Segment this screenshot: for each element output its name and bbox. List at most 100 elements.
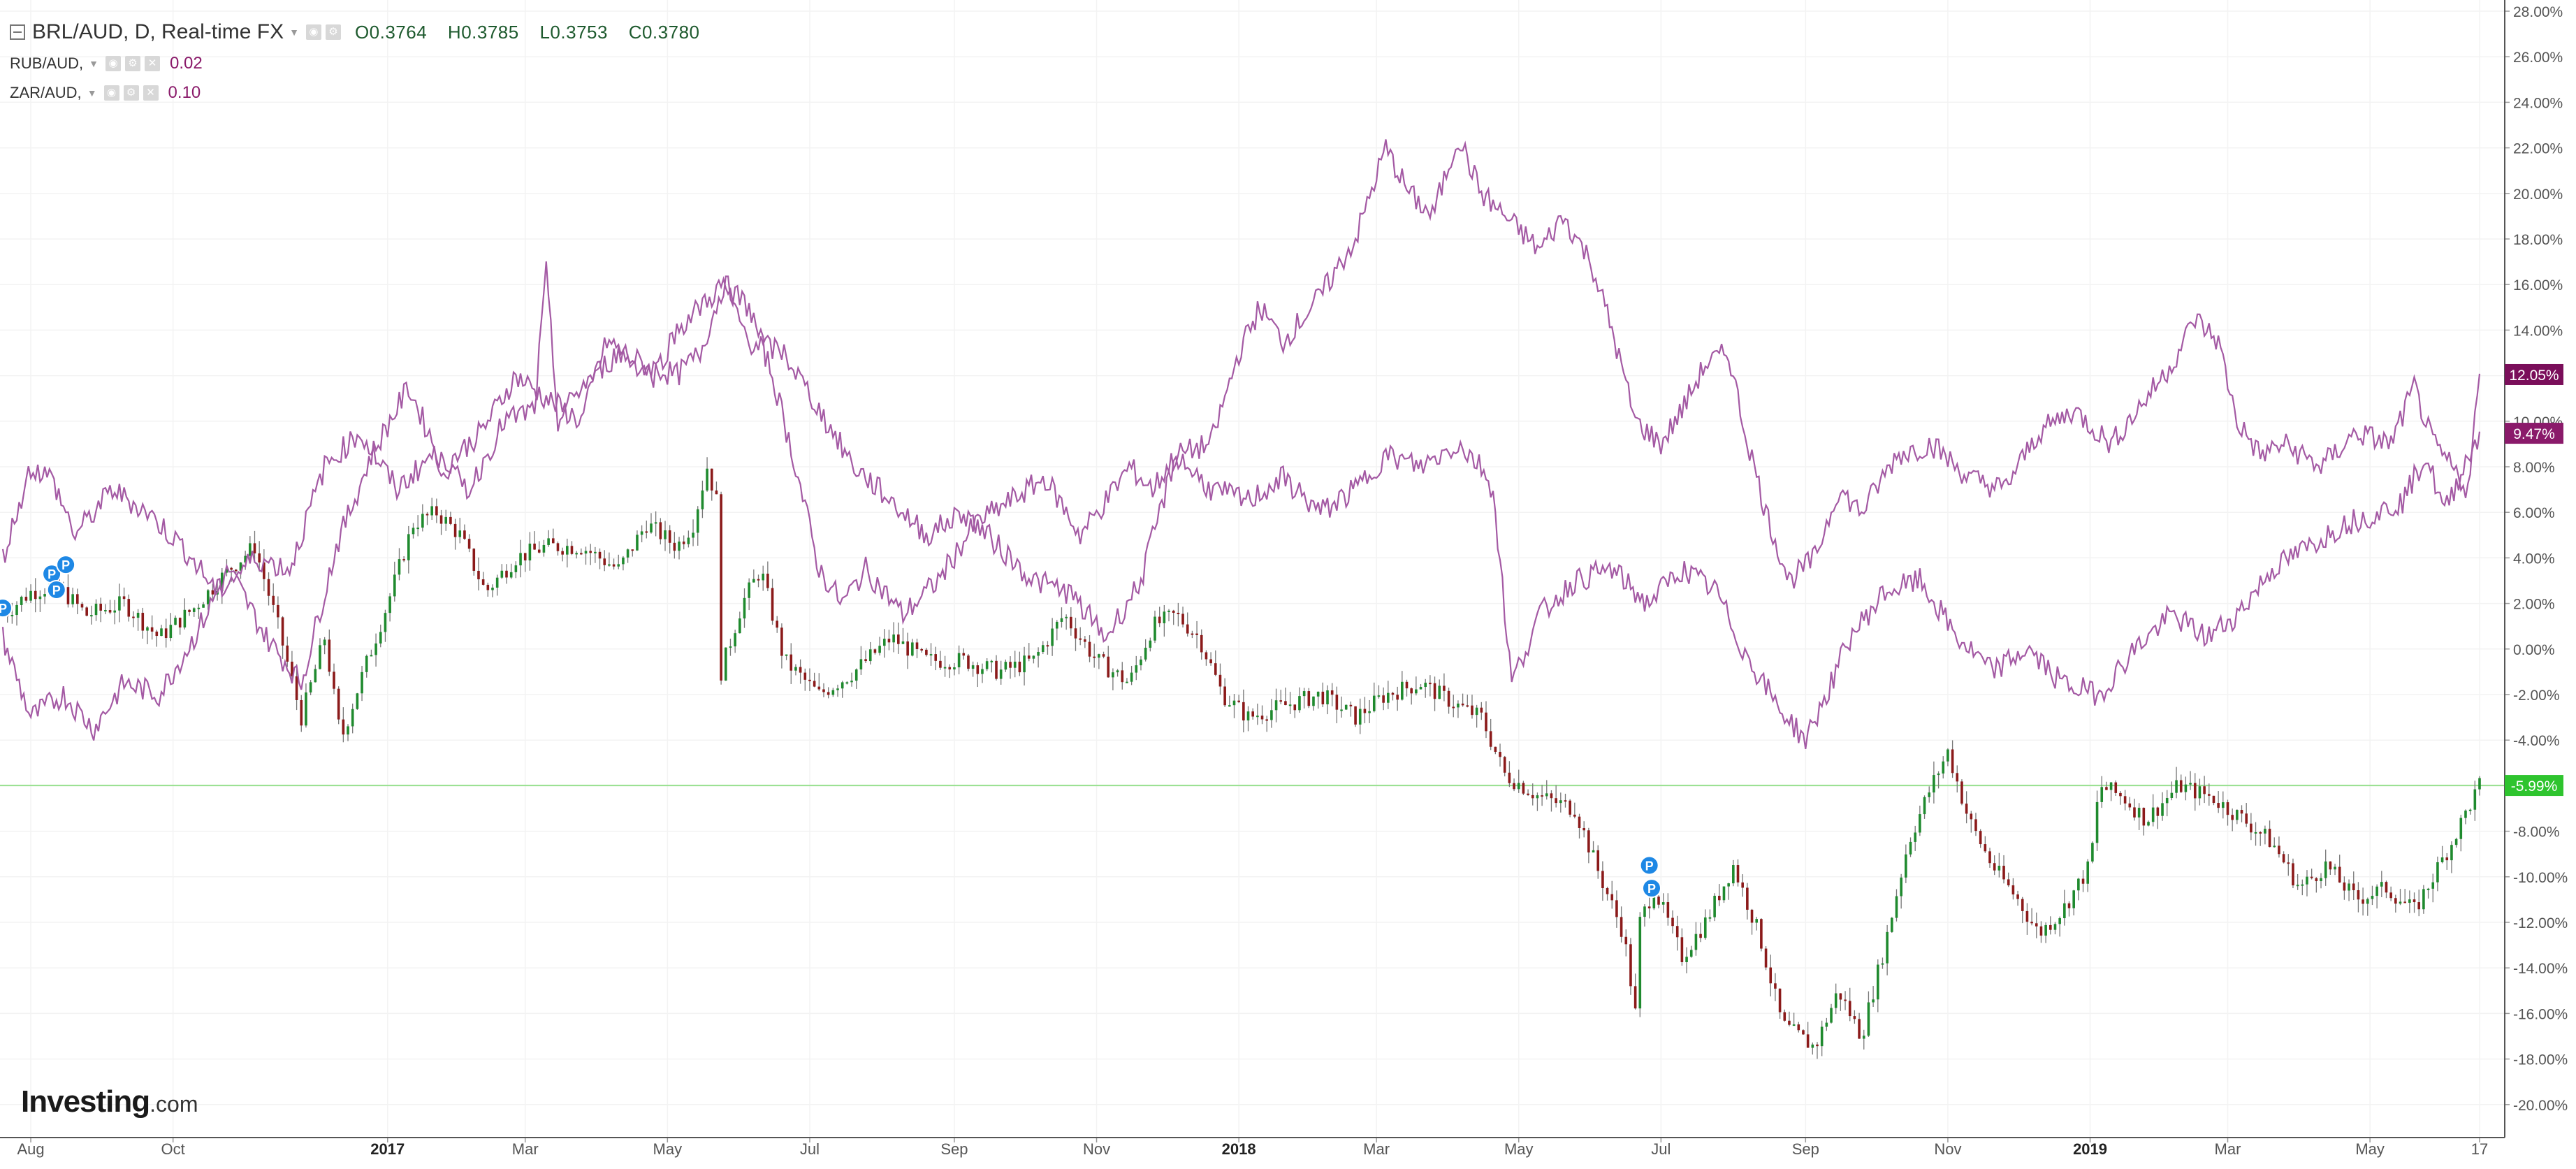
close-icon[interactable]: ✕	[144, 56, 160, 71]
candle-body	[2007, 879, 2010, 886]
candle-body	[1023, 655, 1026, 673]
pin-marker-bg[interactable]	[1641, 878, 1661, 899]
y-tick-label: -2.00%	[2513, 688, 2560, 704]
candle-body	[388, 596, 391, 613]
candle-body	[94, 603, 98, 616]
candle-body	[2021, 899, 2024, 911]
pin-marker-bg[interactable]	[56, 555, 76, 575]
main-symbol-label[interactable]: BRL/AUD, D, Real-time FX	[32, 20, 284, 43]
x-tick-label: Jul	[1651, 1140, 1671, 1158]
settings-icon[interactable]: ⚙	[325, 24, 341, 40]
pin-marker-icon[interactable]: P	[1639, 855, 1659, 876]
candle-body	[771, 588, 774, 621]
visibility-icon[interactable]: ◉	[305, 24, 321, 40]
candle-body	[822, 689, 825, 692]
candle-body	[566, 546, 569, 555]
candle-body	[160, 628, 163, 637]
candle-body	[1321, 691, 1325, 704]
collapse-icon[interactable]	[10, 24, 25, 40]
candle-body	[1302, 691, 1306, 697]
candle-body	[622, 557, 625, 565]
chart-grid	[0, 0, 2505, 1138]
settings-icon[interactable]: ⚙	[124, 56, 140, 71]
pin-marker-icon[interactable]: P	[1641, 878, 1661, 899]
candle-body	[2352, 883, 2355, 891]
candle-body	[1466, 705, 1469, 707]
candle-body	[939, 660, 942, 668]
close-icon[interactable]: ✕	[143, 85, 159, 101]
candle-body	[1545, 793, 1548, 797]
candle-body	[873, 649, 877, 653]
candle-body	[1485, 712, 1487, 732]
candle-body	[850, 681, 853, 683]
candle-body	[1685, 957, 1688, 962]
candle-body	[1839, 993, 1842, 1000]
candle-body	[1167, 610, 1170, 612]
candle-body	[1102, 654, 1105, 657]
pin-marker-icon[interactable]: P	[46, 580, 66, 600]
candle-body	[1606, 887, 1609, 894]
chevron-down-icon[interactable]: ▼	[87, 87, 97, 99]
settings-icon[interactable]: ⚙	[123, 85, 139, 101]
pin-marker-icon[interactable]: P	[0, 598, 13, 618]
x-tick-label: May	[2355, 1140, 2385, 1158]
candle-body	[2459, 818, 2463, 839]
candle-body	[164, 628, 168, 639]
candle-body	[183, 609, 187, 627]
chevron-down-icon[interactable]: ▼	[289, 27, 299, 38]
candle-body	[1541, 795, 1543, 797]
candle-body	[449, 516, 452, 524]
candle-body	[953, 667, 956, 670]
candle-body	[1065, 616, 1068, 618]
candle-body	[2385, 882, 2388, 893]
pin-marker-bg[interactable]	[0, 598, 13, 618]
pin-marker-icon[interactable]: P	[42, 564, 62, 584]
candle-body	[412, 528, 415, 535]
candle-body	[990, 660, 994, 662]
candle-body	[2142, 808, 2146, 826]
candle-body	[2348, 883, 2350, 891]
candle-body	[654, 522, 657, 524]
candle-body	[1316, 691, 1320, 697]
candle-body	[882, 639, 886, 646]
candle-body	[1055, 621, 1058, 629]
candle-body	[169, 625, 173, 639]
candle-body	[1909, 841, 1912, 855]
candle-body	[2473, 789, 2477, 810]
axis-badge-bg	[2505, 363, 2563, 385]
candle-body	[1615, 900, 1618, 917]
candle-body	[1900, 877, 1902, 896]
pin-marker-bg[interactable]	[46, 580, 66, 600]
candle-body	[2114, 782, 2118, 793]
compare-symbol-rub[interactable]: RUB/AUD,	[10, 55, 84, 72]
candle-body	[1130, 672, 1133, 682]
visibility-icon[interactable]: ◉	[103, 85, 119, 101]
candle-body	[206, 590, 210, 604]
candle-body	[356, 693, 359, 709]
candle-body	[962, 653, 966, 656]
candle-body	[2044, 924, 2047, 936]
candle-body	[799, 667, 802, 673]
candle-body	[2264, 829, 2266, 834]
pin-marker-bg[interactable]	[1639, 855, 1659, 876]
chevron-down-icon[interactable]: ▼	[89, 58, 99, 69]
candle-body	[645, 531, 648, 533]
y-tick-label: 0.00%	[2513, 642, 2555, 658]
candle-body	[1732, 865, 1735, 884]
candle-body	[2422, 889, 2425, 910]
compare-symbol-zar[interactable]: ZAR/AUD,	[10, 84, 82, 101]
candle-body	[202, 604, 205, 608]
candle-body	[1736, 865, 1740, 883]
candle-body	[76, 594, 79, 604]
candle-body	[491, 587, 494, 590]
candle-body	[1209, 659, 1212, 664]
candle-body	[351, 709, 354, 727]
candle-body	[2119, 792, 2122, 797]
candle-body	[934, 654, 938, 661]
visibility-icon[interactable]: ◉	[105, 56, 121, 71]
candle-body	[2240, 810, 2243, 814]
candle-body	[1051, 628, 1054, 646]
pin-marker-icon[interactable]: P	[56, 555, 76, 575]
